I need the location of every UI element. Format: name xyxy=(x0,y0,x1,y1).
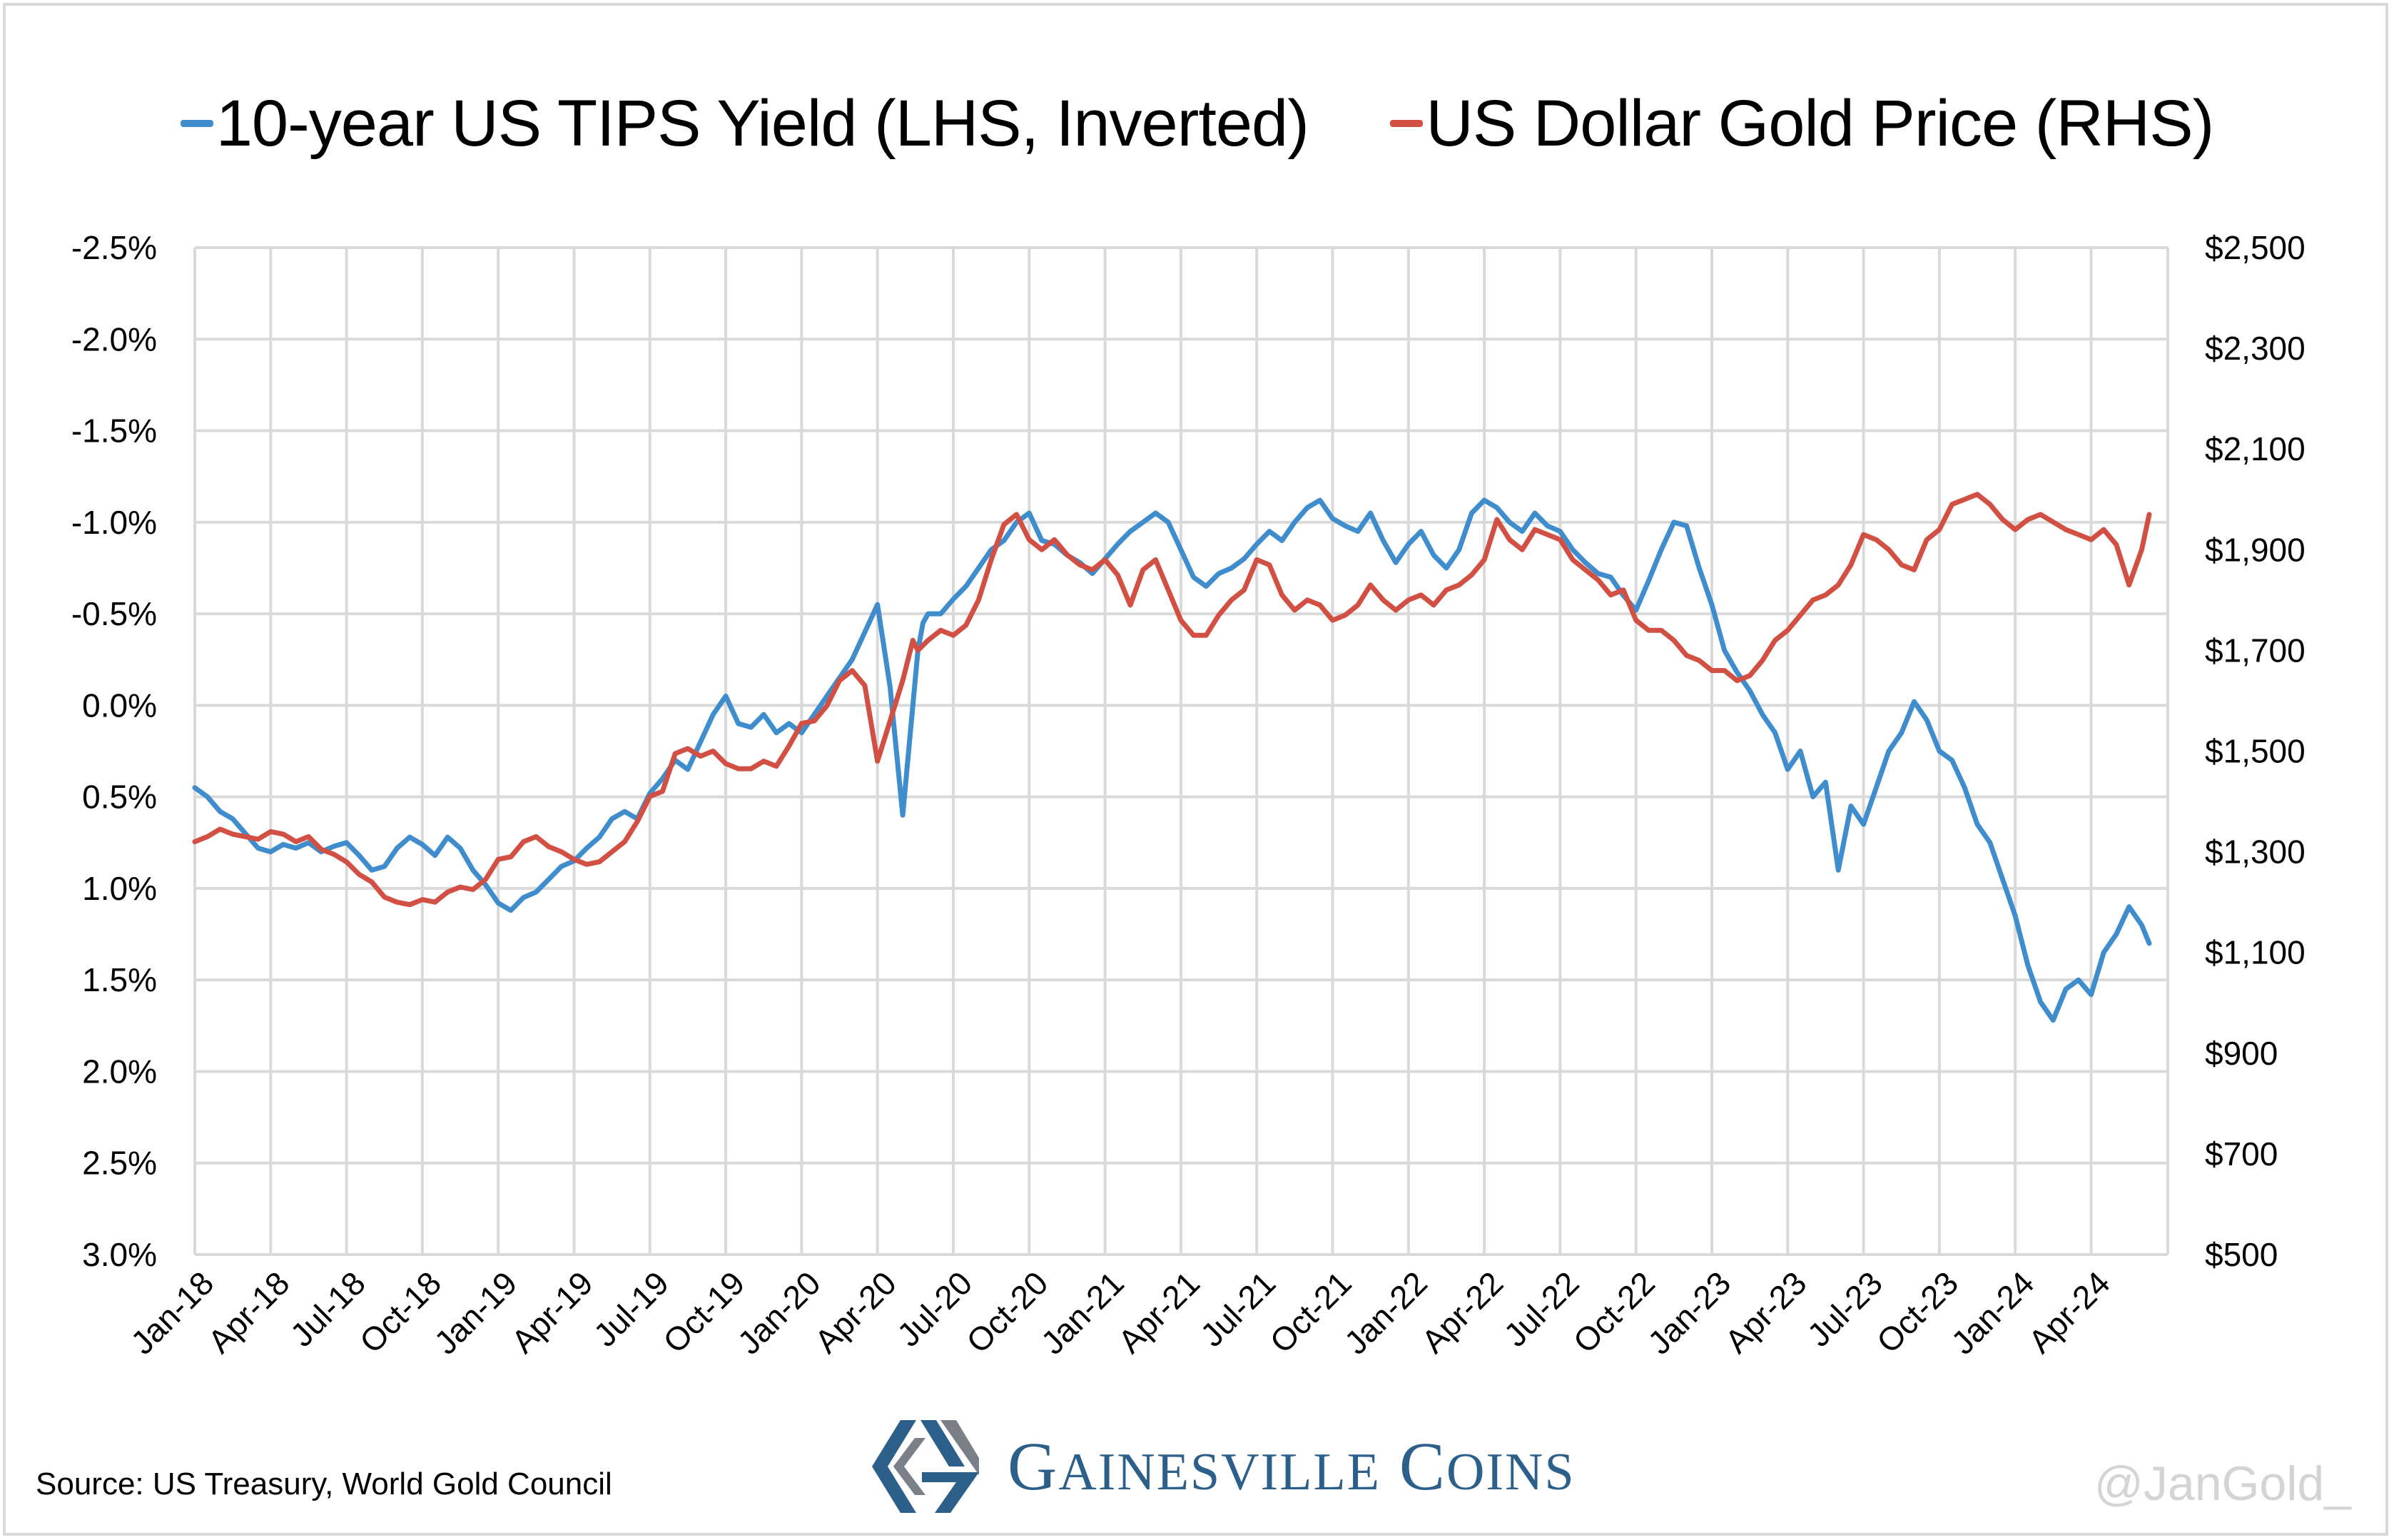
brand-word-2: OINS xyxy=(1446,1443,1576,1501)
x-axis-tick-label: Apr-18 xyxy=(201,1265,296,1360)
right-axis-tick-label: $500 xyxy=(2205,1236,2278,1273)
gainesville-coins-logo: GAINESVILLE COINS xyxy=(872,1417,1576,1516)
right-axis-tick-label: $1,100 xyxy=(2205,934,2306,971)
x-axis-tick-label: Jan-21 xyxy=(1034,1265,1131,1362)
brand-word-1: AINESVILLE xyxy=(1058,1443,1381,1501)
left-axis-labels: -2.5% -2.0% -1.5% -1.0% -0.5% 0.0% 0.5% 1.0% 1.5… xyxy=(71,229,157,1273)
legend-swatch-tips-yield xyxy=(180,120,213,127)
left-axis-tick-label: -1.0% xyxy=(71,504,157,541)
series-lines xyxy=(192,492,2152,1023)
right-axis-tick-label: $1,900 xyxy=(2205,531,2306,568)
gold-price-line xyxy=(192,492,2152,908)
legend-item-gold-price: US Dollar Gold Price (RHS) xyxy=(1390,86,2214,161)
legend-item-tips-yield: 10-year US TIPS Yield (LHS, Inverted) xyxy=(180,86,1309,161)
legend-label-gold-price: US Dollar Gold Price (RHS) xyxy=(1426,86,2214,160)
x-axis-tick-label: Jan-23 xyxy=(1640,1265,1738,1362)
x-axis-tick-label: Apr-19 xyxy=(504,1265,599,1360)
left-axis-tick-label: 0.5% xyxy=(82,779,157,816)
x-axis-tick-label: Jan-20 xyxy=(730,1265,827,1362)
x-axis-tick-label: Jan-19 xyxy=(427,1265,524,1362)
x-axis-tick-label: Oct-22 xyxy=(1566,1265,1662,1360)
x-axis-tick-label: Oct-23 xyxy=(1870,1265,1965,1360)
left-axis-tick-label: -2.5% xyxy=(71,229,157,266)
right-axis-tick-label: $2,500 xyxy=(2205,229,2306,266)
x-axis-tick-label: Jan-24 xyxy=(1944,1265,2041,1362)
right-axis-tick-label: $900 xyxy=(2205,1035,2278,1072)
brand-initial-1: G xyxy=(1008,1428,1059,1504)
gainesville-coins-logo-icon xyxy=(872,1420,979,1513)
chart-legend: 10-year US TIPS Yield (LHS, Inverted) US… xyxy=(0,68,2394,161)
x-axis-tick-label: Jan-18 xyxy=(123,1265,220,1362)
left-axis-tick-label: -2.0% xyxy=(71,320,157,358)
left-axis-tick-label: 1.5% xyxy=(82,961,157,998)
right-axis-tick-label: $2,100 xyxy=(2205,430,2306,467)
source-note: Source: US Treasury, World Gold Council xyxy=(36,1466,612,1501)
left-axis-tick-label: -1.5% xyxy=(71,412,157,450)
left-axis-tick-label: -0.5% xyxy=(71,595,157,632)
left-axis-tick-label: 2.0% xyxy=(82,1053,157,1090)
gridlines xyxy=(193,246,2169,1256)
left-axis-tick-label: 0.0% xyxy=(82,687,157,724)
brand-name: GAINESVILLE COINS xyxy=(1008,1432,1576,1501)
right-axis-tick-label: $1,500 xyxy=(2205,733,2306,770)
x-axis-tick-label: Apr-22 xyxy=(1414,1265,1510,1360)
right-axis-tick-label: $1,300 xyxy=(2205,834,2306,871)
x-axis-tick-label: Apr-20 xyxy=(808,1265,903,1360)
right-axis-tick-label: $700 xyxy=(2205,1135,2278,1172)
x-axis-tick-label: Oct-21 xyxy=(1262,1265,1358,1360)
x-axis-tick-label: Apr-21 xyxy=(1111,1265,1207,1360)
x-axis-tick-label: Oct-18 xyxy=(352,1265,448,1360)
brand-initial-2: C xyxy=(1399,1428,1446,1504)
x-axis-tick-label: Jan-22 xyxy=(1337,1265,1434,1362)
right-axis-tick-label: $1,700 xyxy=(2205,632,2306,669)
left-axis-tick-label: 2.5% xyxy=(82,1145,157,1182)
legend-swatch-gold-price xyxy=(1390,120,1424,127)
chart-frame xyxy=(3,3,2388,1536)
x-axis-labels: Jan-18Apr-18Jul-18Oct-18Jan-19Apr-19Jul-… xyxy=(123,1265,2117,1362)
x-axis-tick-label: Apr-23 xyxy=(1718,1265,1813,1360)
left-axis-tick-label: 3.0% xyxy=(82,1236,157,1273)
left-axis-tick-label: 1.0% xyxy=(82,870,157,907)
watermark-handle: @JanGold_ xyxy=(2094,1457,2351,1511)
right-axis-labels: $2,500 $2,300 $2,100 $1,900 $1,700 $1,500 $1,3… xyxy=(2205,229,2306,1273)
x-axis-tick-label: Oct-19 xyxy=(656,1265,751,1360)
legend-label-tips-yield: 10-year US TIPS Yield (LHS, Inverted) xyxy=(215,86,1309,160)
right-axis-tick-label: $2,300 xyxy=(2205,330,2306,367)
tips-yield-line xyxy=(192,497,2152,1023)
x-axis-tick-label: Oct-20 xyxy=(959,1265,1055,1360)
x-axis-tick-label: Apr-24 xyxy=(2021,1265,2116,1360)
